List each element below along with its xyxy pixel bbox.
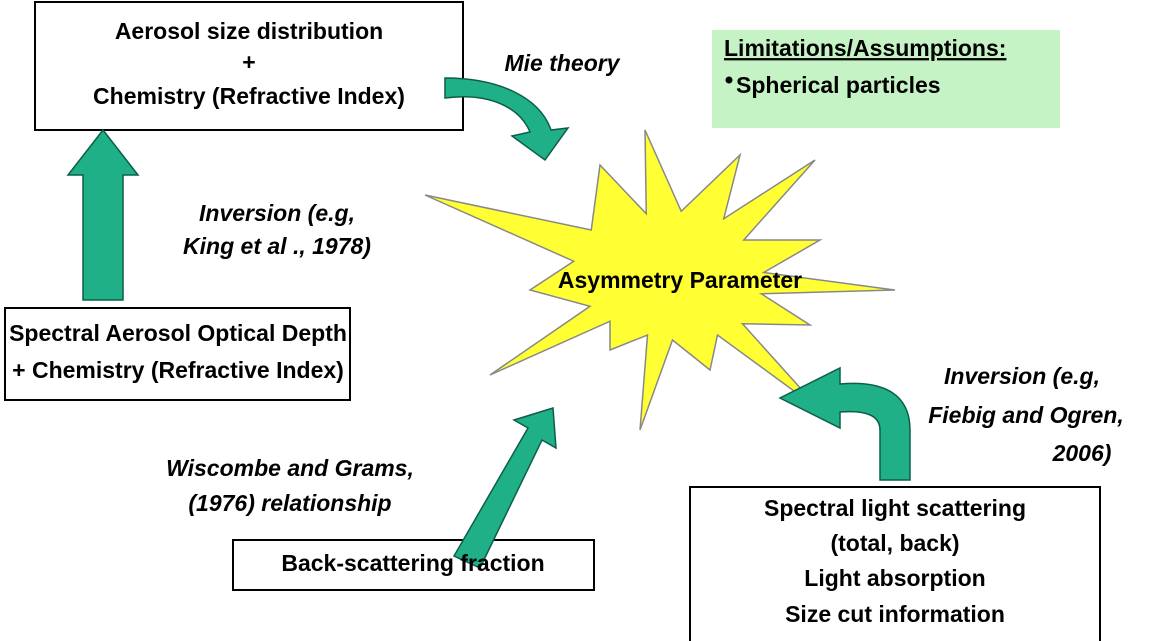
node-text: + bbox=[242, 49, 255, 75]
edge-label: 2006) bbox=[1052, 440, 1112, 466]
up-arrow bbox=[66, 128, 140, 301]
center-label: Asymmetry Parameter bbox=[558, 267, 802, 293]
node-text: (total, back) bbox=[830, 530, 959, 556]
node-box bbox=[34, 1, 464, 131]
edge-label: Inversion (e.g, bbox=[199, 200, 355, 226]
node-text: Size cut information bbox=[785, 601, 1005, 627]
note-title: Limitations/Assumptions: bbox=[724, 35, 1006, 61]
node-text: Spectral light scattering bbox=[764, 495, 1026, 521]
node-text: Back-scattering fraction bbox=[281, 550, 544, 576]
node-text: Light absorption bbox=[804, 565, 985, 591]
curved-arrow bbox=[778, 366, 911, 481]
curved-arrow bbox=[444, 77, 570, 162]
node-text: Aerosol size distribution bbox=[115, 18, 383, 44]
edge-label: Wiscombe and Grams, bbox=[166, 455, 414, 481]
node-text: + Chemistry (Refractive Index) bbox=[12, 357, 344, 383]
node-box bbox=[689, 486, 1101, 641]
node-text: Spectral Aerosol Optical Depth bbox=[9, 320, 347, 346]
diagonal-arrow bbox=[452, 407, 557, 569]
note-item: Spherical particles bbox=[736, 72, 941, 98]
node-box bbox=[4, 307, 351, 401]
edge-label: King et al ., 1978) bbox=[183, 233, 371, 259]
node-text: Chemistry (Refractive Index) bbox=[93, 83, 405, 109]
edge-label: Fiebig and Ogren, bbox=[928, 402, 1124, 428]
starburst bbox=[424, 129, 896, 431]
node-box bbox=[232, 539, 595, 591]
edge-label: Mie theory bbox=[504, 50, 620, 76]
edge-label: Inversion (e.g, bbox=[944, 363, 1100, 389]
edge-label: (1976) relationship bbox=[188, 490, 391, 516]
bullet bbox=[725, 76, 733, 84]
note-box bbox=[712, 30, 1060, 128]
